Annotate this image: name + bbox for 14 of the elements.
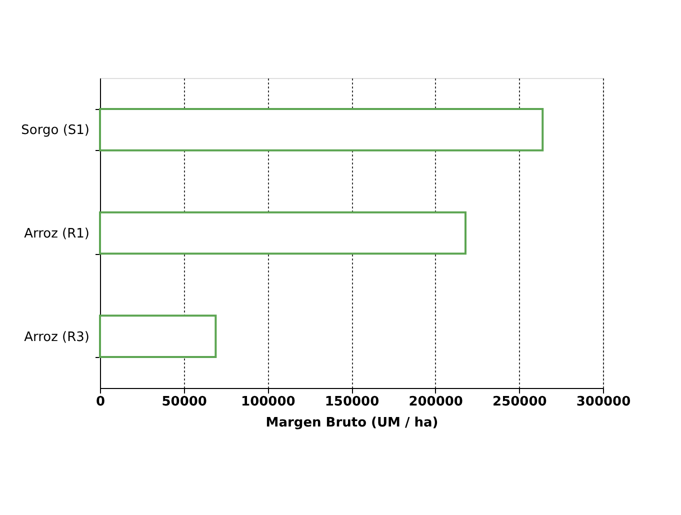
y-tick-label: Sorgo (S1) — [21, 123, 90, 138]
x-tick-label: 300000 — [576, 394, 631, 410]
x-tick-label: 50000 — [162, 394, 207, 410]
x-tick-label: 150000 — [324, 394, 380, 410]
y-tick-label: Arroz (R3) — [24, 330, 90, 345]
x-tick-label: 200000 — [408, 394, 463, 410]
bar — [99, 314, 217, 358]
x-tick-label: 250000 — [492, 394, 547, 410]
x-axis-title: Margen Bruto (UM / ha) — [266, 416, 438, 430]
bar — [99, 108, 544, 152]
x-tick-label: 100000 — [241, 394, 296, 410]
y-tick-label: Arroz (R1) — [24, 226, 90, 242]
x-tick-label: 0 — [96, 394, 106, 410]
bar — [99, 211, 467, 255]
